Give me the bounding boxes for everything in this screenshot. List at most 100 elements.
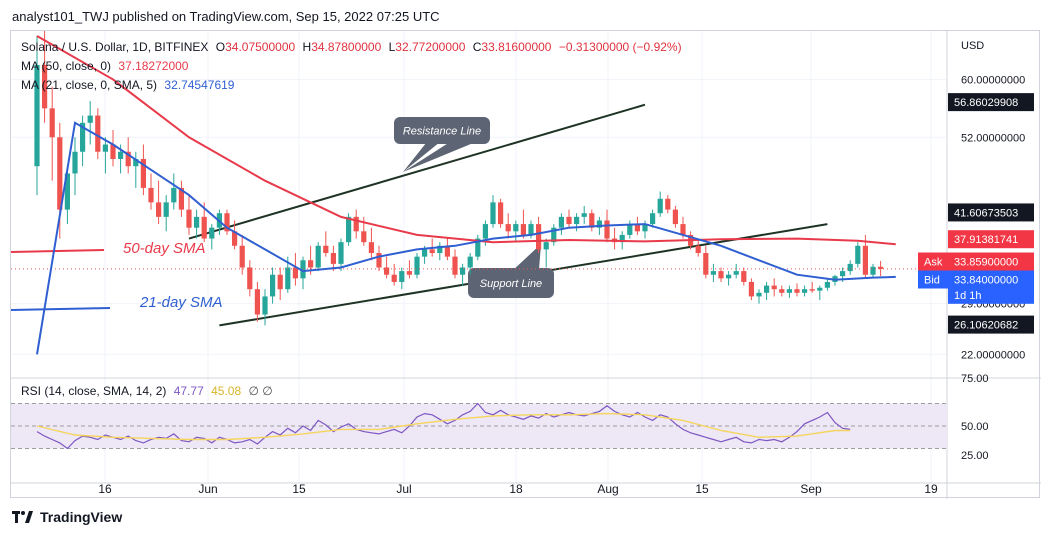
legend-rsi: RSI (14, close, SMA, 14, 2) 47.77 45.08 … (21, 384, 277, 398)
candle-body (140, 158, 146, 188)
candle-body (232, 231, 238, 246)
candle-body (536, 224, 542, 250)
candle-body (346, 216, 352, 243)
candle-body (543, 242, 549, 250)
candle-body (406, 271, 412, 275)
candle-body (498, 202, 504, 225)
price-tag: 37.91381741 (954, 234, 1018, 246)
tradingview-logo[interactable]: TradingView (12, 509, 122, 525)
legend-rsi-label: RSI (14, close, SMA, 14, 2) (21, 384, 167, 398)
rsi-pane (11, 402, 947, 450)
candle-body (870, 266, 876, 275)
rsi-tick: 50.00 (961, 421, 989, 433)
support-box (468, 268, 554, 298)
bid-tag-bg (918, 270, 1034, 289)
candle-body (847, 263, 853, 272)
ma50-line (36, 35, 896, 246)
candle-body (57, 137, 63, 210)
ask-label: Ask (924, 257, 943, 269)
candle-body (429, 249, 435, 254)
chart-frame[interactable]: Resistance Line Support Line 50-day SMA 21-… (10, 21, 1041, 499)
candle-body (102, 144, 108, 152)
price-tag-bg (948, 285, 1034, 304)
candle-body (292, 267, 298, 279)
price-tick: 22.00000000 (961, 349, 1025, 361)
candle-body (224, 213, 230, 232)
candle-body (467, 256, 473, 268)
candle-body (399, 271, 405, 282)
legend-change: −0.31300000 (−0.92%) (558, 40, 682, 54)
legend-rsi-value: 47.77 (173, 384, 204, 398)
candle-body (528, 224, 534, 235)
candle-body (34, 64, 40, 167)
candle-body (596, 220, 602, 228)
candle-body (558, 216, 564, 228)
candle-body (619, 234, 625, 243)
candle-body (756, 292, 762, 297)
ask-value: 33.85900000 (954, 257, 1018, 269)
candle-body (490, 202, 496, 225)
legend-open-label: O (215, 40, 226, 54)
support-label: Support Line (480, 278, 542, 290)
candle-body (718, 271, 724, 279)
candle-body (460, 267, 466, 275)
price-tag-bg (948, 93, 1034, 112)
candle-body (437, 245, 443, 254)
legend-ma50: MA (50, close, 0) 37.18272000 (21, 59, 192, 73)
candle-body (802, 289, 808, 293)
time-tick: 19 (924, 482, 938, 496)
sma50-annotation: 50-day SMA (123, 240, 206, 257)
legend-ma21-value: 32.74547619 (164, 78, 235, 92)
legend-close-label: C (472, 40, 482, 54)
candle-body (604, 220, 610, 239)
price-axis-currency: USD (961, 40, 984, 52)
candle-body (482, 224, 488, 239)
candle-body (817, 287, 823, 291)
candle-body (80, 122, 86, 152)
legend-rsi-sma-value: 45.08 (211, 384, 242, 398)
candle-body (657, 198, 663, 214)
rsi-sma-line (36, 412, 851, 441)
candle-body (634, 224, 640, 232)
sma21-legend-line (10, 307, 111, 311)
candle-body (254, 289, 260, 315)
sma21-annotation: 21-day SMA (139, 294, 223, 311)
candle-body (710, 271, 716, 275)
candle-body (513, 224, 519, 232)
candle-body (156, 202, 162, 217)
candle-body (566, 216, 572, 225)
legend-ma50-value: 37.18272000 (118, 59, 189, 73)
legend-low-value: 32.77200000 (395, 40, 466, 54)
candle-body (855, 245, 861, 264)
legend-ma21: MA (21, close, 0, SMA, 5) 32.74547619 (21, 78, 238, 92)
candle-body (384, 267, 390, 275)
chart-canvas[interactable]: Resistance Line Support Line 50-day SMA 21-… (10, 21, 1041, 499)
candle-body (672, 209, 678, 225)
candle-body (64, 173, 70, 210)
price-tag-bg (948, 230, 1034, 249)
candle-body (110, 144, 116, 159)
candle-body (414, 256, 420, 275)
candle-body (794, 289, 800, 293)
legend-close-value: 33.81600000 (481, 40, 552, 54)
candle-body (764, 285, 770, 293)
candle-body (277, 274, 283, 290)
candle-body (42, 64, 48, 109)
candle-body (239, 245, 245, 268)
candle-body (330, 253, 336, 264)
price-tag: 26.10620682 (954, 320, 1018, 332)
time-tick: 18 (509, 482, 523, 496)
candle-body (520, 224, 526, 235)
candle-body (650, 213, 656, 225)
candle-body (733, 271, 739, 275)
candle-body (505, 224, 511, 232)
support-callout: Support Line (468, 244, 554, 298)
candle-body (741, 271, 747, 282)
candle-body (574, 216, 580, 225)
candle-body (627, 224, 633, 235)
candle-body (262, 296, 268, 315)
candle-body (391, 274, 397, 282)
candle-body (726, 274, 732, 279)
legend-open-value: 34.07500000 (225, 40, 296, 54)
legend-ohlc: Solana / U.S. Dollar, 1D, BITFINEX O34.0… (21, 40, 686, 54)
